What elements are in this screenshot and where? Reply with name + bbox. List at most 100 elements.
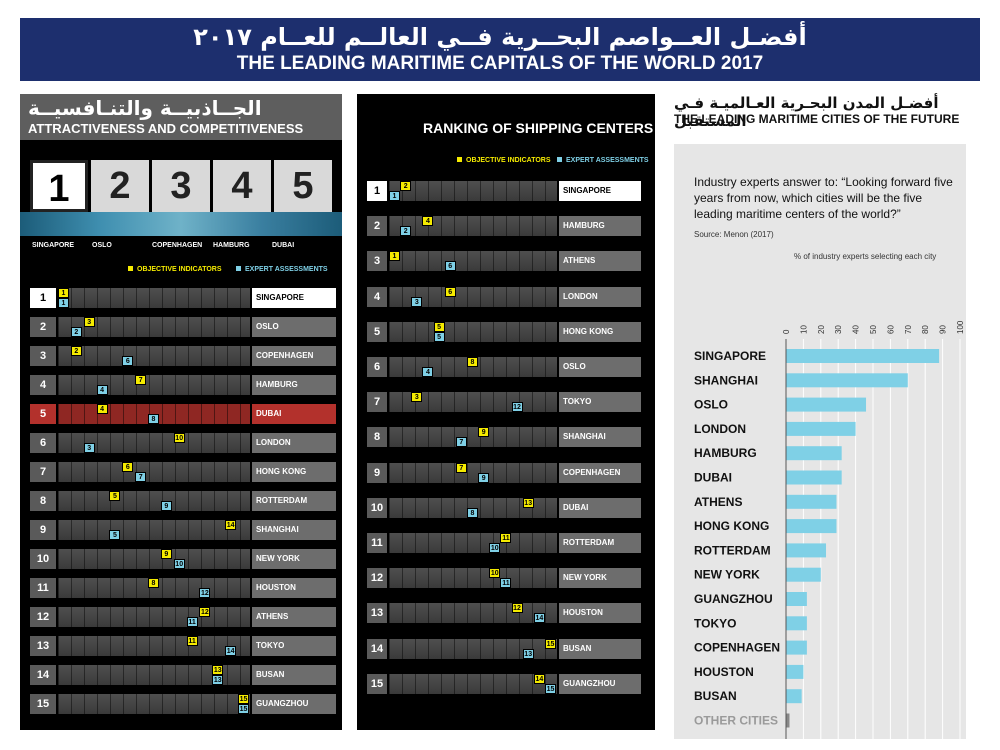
expert-marker: 4 xyxy=(422,367,434,377)
ranking-row: 12 10 11 NEW YORK xyxy=(367,568,641,589)
track-grid xyxy=(58,520,250,540)
ranking-row: 15 14 15 GUANGZHOU xyxy=(367,673,641,694)
ranking-row: 3 1 6 ATHENS xyxy=(367,251,641,272)
objective-marker: 3 xyxy=(411,392,423,403)
rank-number: 12 xyxy=(30,607,56,627)
category-label: OSLO xyxy=(694,398,728,412)
top-rank-city-label: HAMBURG xyxy=(213,242,250,249)
rank-number: 13 xyxy=(30,636,56,656)
rank-number: 8 xyxy=(30,491,56,511)
ranking-row: 9 14 5 SHANGHAI xyxy=(30,520,336,540)
track-grid xyxy=(389,603,557,624)
objective-marker: 6 xyxy=(444,286,456,297)
expert-marker: 15 xyxy=(545,683,556,694)
rank-track: 9 10 xyxy=(58,549,250,569)
legend-expert: EXPERT ASSESSMENTS xyxy=(236,266,328,273)
expert-marker: 8 xyxy=(467,507,478,518)
top-rank-city-label: SINGAPORE xyxy=(32,242,75,249)
x-tick-label: 40 xyxy=(852,325,861,334)
objective-marker: 7 xyxy=(135,375,147,385)
rank-track: 13 8 xyxy=(389,497,557,518)
rank-number: 7 xyxy=(367,392,387,413)
x-tick-label: 30 xyxy=(834,325,843,334)
rank-track: 15 15 xyxy=(58,694,250,714)
track-grid xyxy=(58,549,250,569)
bar xyxy=(786,592,807,606)
ranking-row: 14 15 13 BUSAN xyxy=(367,638,641,659)
city-name: HONG KONG xyxy=(559,321,641,342)
track-grid xyxy=(389,568,557,589)
objective-marker: 13 xyxy=(212,665,224,675)
top-rank-box: 1 xyxy=(30,160,88,212)
ranking-row: 3 2 6 COPENHAGEN xyxy=(30,346,336,366)
objective-marker: 11 xyxy=(186,636,198,646)
source-note: Source: Menon (2017) xyxy=(694,230,774,239)
top-rank-box: 2 xyxy=(91,160,149,212)
track-grid xyxy=(58,694,250,714)
expert-marker: 6 xyxy=(122,356,134,366)
expert-marker: 3 xyxy=(83,443,95,453)
expert-marker: 14 xyxy=(225,646,237,656)
track-grid xyxy=(58,462,250,482)
rank-number: 6 xyxy=(30,433,56,453)
city-name: OSLO xyxy=(252,317,336,337)
x-tick-label: 60 xyxy=(886,325,895,334)
category-label: SHANGHAI xyxy=(694,373,758,387)
bar xyxy=(786,349,940,363)
rank-number: 9 xyxy=(367,462,387,483)
ranking-row: 10 13 8 DUBAI xyxy=(367,497,641,518)
rank-track: 10 11 xyxy=(389,568,557,589)
x-tick-label: 50 xyxy=(869,325,878,334)
expert-marker: 9 xyxy=(160,501,172,511)
bar xyxy=(786,713,790,728)
objective-marker: 11 xyxy=(500,533,512,543)
category-label: NEW YORK xyxy=(694,568,760,582)
city-name: LONDON xyxy=(252,433,336,453)
top-rank-box: 5 xyxy=(274,160,332,212)
rank-number: 1 xyxy=(30,288,56,308)
ranking-row: 6 8 4 OSLO xyxy=(367,357,641,377)
track-grid xyxy=(389,286,557,307)
skyline-image xyxy=(20,212,342,236)
rank-number: 11 xyxy=(30,578,56,598)
future-chart-box: Industry experts answer to: “Looking for… xyxy=(674,144,966,739)
city-name: TOKYO xyxy=(252,636,336,656)
ranking-row: 6 10 3 LONDON xyxy=(30,433,336,453)
rank-number: 5 xyxy=(367,321,387,342)
track-grid xyxy=(389,251,557,272)
category-label: COPENHAGEN xyxy=(694,641,780,655)
track-grid xyxy=(389,321,557,342)
bar xyxy=(786,397,867,412)
ranking-row: 11 11 10 ROTTERDAM xyxy=(367,533,641,553)
track-grid xyxy=(58,607,250,627)
track-grid xyxy=(58,375,250,395)
expert-marker: 5 xyxy=(109,530,121,540)
ranking-row: 4 7 4 HAMBURG xyxy=(30,375,336,395)
expert-marker: 3 xyxy=(411,296,423,307)
category-label: HAMBURG xyxy=(694,446,757,460)
rank-number: 3 xyxy=(367,251,387,272)
ranking-row: 11 8 12 HOUSTON xyxy=(30,578,336,598)
expert-marker: 1 xyxy=(58,298,69,308)
objective-marker: 15 xyxy=(238,694,249,704)
rank-track: 13 13 xyxy=(58,665,250,685)
bar xyxy=(786,446,842,461)
expert-marker: 7 xyxy=(135,472,147,482)
category-label: ROTTERDAM xyxy=(694,543,771,557)
bar xyxy=(786,689,802,704)
left-title-english: ATTRACTIVENESS AND COMPETITIVENESS xyxy=(28,121,304,136)
ranking-row: 2 3 2 OSLO xyxy=(30,317,336,337)
ranking-row: 4 6 3 LONDON xyxy=(367,286,641,307)
category-label: HONG KONG xyxy=(694,519,769,533)
ranking-row: 12 12 11 ATHENS xyxy=(30,607,336,627)
objective-marker: 1 xyxy=(389,251,400,262)
city-name: GUANGZHOU xyxy=(559,673,641,694)
city-name: NEW YORK xyxy=(559,568,641,589)
city-name: DUBAI xyxy=(559,497,641,518)
bar xyxy=(786,470,842,485)
expert-marker: 5 xyxy=(433,331,445,342)
